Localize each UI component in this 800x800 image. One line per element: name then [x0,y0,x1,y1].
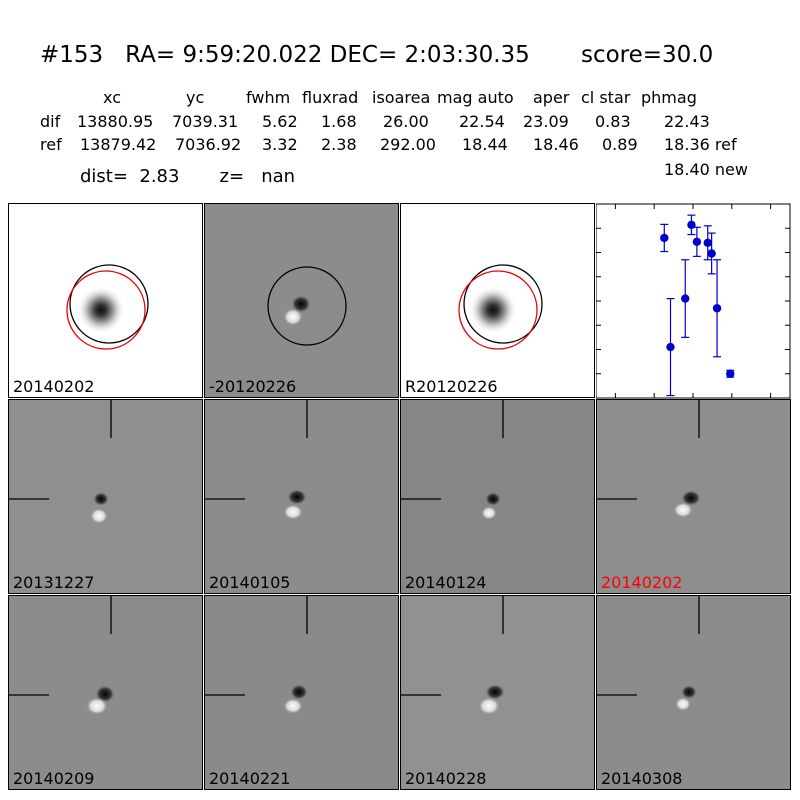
reference-image-stamp [401,204,594,397]
light-curve-svg: 22.022.523.023.524.024.525.025.526.0−100… [556,195,791,422]
dif-yc: 7039.31 [172,112,239,131]
panel-label: 20140202 [13,377,95,396]
data-point [660,233,669,243]
stamp-20140105: 20140105 [204,399,399,594]
stamp-20140202: 20140202 [596,399,791,594]
ref-fluxrad: 2.38 [321,135,357,154]
dif-fwhm: 5.62 [262,112,298,131]
stamp-20131227: 20131227 [8,399,203,594]
aperture-circle-black [463,264,543,344]
dif-row-label: dif [40,112,61,131]
panel-label-highlight: 20140202 [601,573,683,592]
aperture-circle-black [267,266,347,346]
panel-difference-image: -20120226 [204,203,399,398]
stamp-20140124: 20140124 [400,399,595,594]
col-header-yc: yc [186,88,205,107]
ref-xc: 13879.42 [80,135,157,154]
data-point [726,369,735,378]
dif-xc: 13880.95 [77,112,154,131]
panel-reference-image: R20120226 [400,203,595,398]
new-image-stamp [9,204,202,397]
panel-label: 20140105 [209,573,291,592]
panel-label: 20140228 [405,769,487,788]
panel-label: -20120226 [209,377,297,396]
stamp-20140308: 20140308 [596,595,791,790]
dif-phmag: 22.43 [664,112,710,131]
col-header-isoarea: isoarea [372,88,431,107]
col-header-xc: xc [103,88,121,107]
panel-new-image: 20140202 [8,203,203,398]
ref-aper: 18.46 [533,135,579,154]
col-header-mag-auto: mag auto [437,88,514,107]
data-point [707,249,716,258]
col-header-fluxrad: fluxrad [302,88,359,107]
stamp-20140209: 20140209 [8,595,203,790]
plot-frame [595,203,791,399]
star-blob [469,286,517,334]
ref-mag-auto: 18.44 [462,135,508,154]
stamp-20140221: 20140221 [204,595,399,790]
panel-label: R20120226 [405,377,498,396]
ref-fwhm: 3.32 [262,135,298,154]
data-point [666,342,675,352]
star-blob [77,286,125,334]
dif-fluxrad: 1.68 [321,112,357,131]
dif-mag-auto: 22.54 [459,112,505,131]
aperture-circle-red [66,270,146,350]
page-title: #153 RA= 9:59:20.022 DEC= 2:03:30.35 sco… [40,42,714,68]
ref-yc: 7036.92 [175,135,242,154]
data-point [692,237,702,247]
dif-isoarea: 26.00 [383,112,429,131]
aperture-circle-red [458,270,538,350]
panel-label: 20131227 [13,573,95,592]
panel-label: 20140308 [601,769,683,788]
aperture-circle-black [69,264,149,344]
ref-row-label: ref [40,135,62,154]
dist-z-line: dist= 2.83 z= nan [80,166,296,187]
col-header-phmag: phmag [641,88,697,107]
col-header-aper: aper [533,88,570,107]
light-curve-chart: 22.022.523.023.524.024.525.025.526.0−100… [556,195,800,422]
panel-label: 20140221 [209,769,291,788]
dif-cl-star: 0.83 [595,112,631,131]
phmag-new: 18.40 new [664,160,748,179]
col-header-cl-star: cl star [581,88,631,107]
data-point [703,238,712,247]
difference-image-stamp [205,204,398,397]
ref-cl-star: 0.89 [602,135,638,154]
data-point [712,304,722,313]
ref-isoarea: 292.00 [380,135,436,154]
ref-phmag: 18.36 ref [664,135,737,154]
panel-label: 20140209 [13,769,95,788]
stamp-20140228: 20140228 [400,595,595,790]
col-header-fwhm: fwhm [246,88,291,107]
dif-aper: 23.09 [523,112,569,131]
panel-label: 20140124 [405,573,487,592]
data-point [681,294,690,303]
